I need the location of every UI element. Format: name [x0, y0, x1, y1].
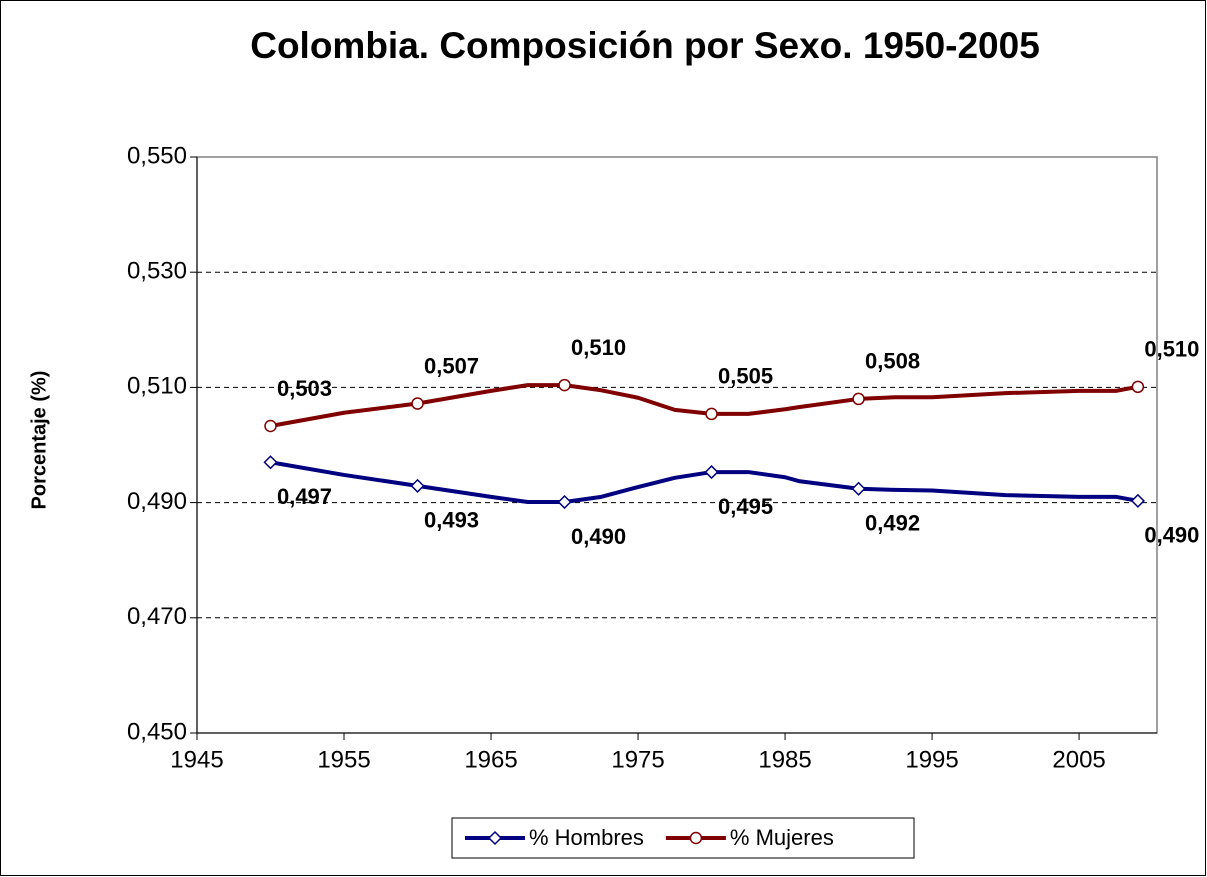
data-label: 0,490 — [571, 524, 626, 549]
data-point — [410, 478, 425, 493]
data-point — [557, 494, 572, 510]
data-label: 0,490 — [1144, 523, 1199, 548]
data-label: 0,493 — [424, 508, 479, 533]
legend-marker — [689, 831, 703, 845]
chart-title: Colombia. Composición por Sexo. 1950-200… — [250, 25, 1040, 66]
x-tick-label: 1945 — [170, 746, 223, 773]
data-point — [1131, 380, 1145, 394]
legend-label: % Hombres — [529, 825, 644, 850]
data-point — [558, 378, 571, 392]
x-tick-label: 1995 — [905, 746, 958, 773]
series-line — [270, 383, 1139, 428]
data-label: 0,507 — [424, 353, 479, 378]
x-tick-label: 1955 — [317, 746, 370, 773]
y-tick-label: 0,490 — [127, 488, 187, 515]
data-point — [705, 407, 718, 421]
y-tick-label: 0,510 — [127, 373, 187, 400]
data-label: 0,497 — [277, 484, 332, 509]
y-axis-label: Porcentaje (%) — [28, 371, 50, 510]
y-tick-label: 0,450 — [127, 718, 187, 745]
data-point — [411, 397, 424, 410]
y-tick-label: 0,470 — [127, 603, 187, 630]
legend-label: % Mujeres — [730, 825, 834, 850]
x-tick-label: 1985 — [758, 746, 811, 773]
data-label: 0,505 — [718, 364, 773, 389]
y-tick-label: 0,530 — [127, 258, 187, 285]
data-point — [263, 455, 278, 470]
series-line — [270, 460, 1139, 505]
data-label: 0,510 — [571, 335, 626, 360]
data-label: 0,508 — [865, 349, 920, 374]
data-point — [704, 465, 719, 480]
data-label: 0,503 — [277, 376, 332, 401]
y-tick-label: 0,550 — [127, 142, 187, 169]
data-point — [1130, 493, 1145, 508]
x-tick-label: 2005 — [1052, 746, 1105, 773]
data-point — [852, 392, 865, 406]
plot-area — [196, 156, 1158, 734]
x-tick-label: 1975 — [611, 746, 664, 773]
data-label: 0,495 — [718, 494, 773, 519]
data-point — [851, 481, 866, 496]
x-tick-label: 1965 — [464, 746, 517, 773]
legend-marker — [487, 830, 503, 846]
data-label: 0,492 — [865, 511, 920, 536]
data-label: 0,510 — [1144, 337, 1199, 362]
data-point — [264, 419, 277, 433]
